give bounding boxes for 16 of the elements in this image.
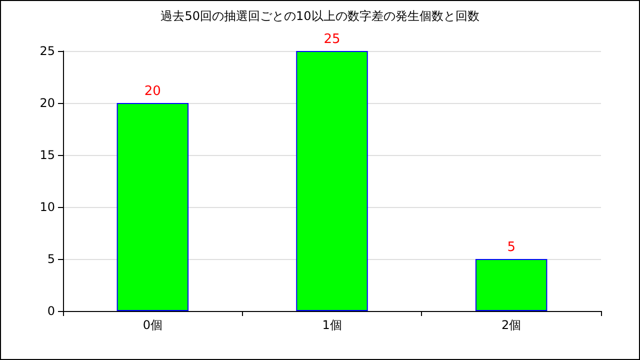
y-tick-label: 25 xyxy=(40,44,55,58)
data-label: 20 xyxy=(144,84,161,99)
bar xyxy=(475,259,548,311)
bar xyxy=(116,103,189,311)
x-tick-label: 0個 xyxy=(142,318,162,332)
data-label: 5 xyxy=(507,240,516,255)
x-tick-label: 1個 xyxy=(322,318,342,332)
y-tick-label: 0 xyxy=(47,304,55,318)
y-tick-label: 10 xyxy=(40,200,55,214)
y-tick-label: 15 xyxy=(40,148,55,162)
y-tick-label: 20 xyxy=(40,96,55,110)
y-tick-label: 5 xyxy=(47,252,55,266)
x-tick-label: 2個 xyxy=(502,318,522,332)
chart-title: 過去50回の抽選回ごとの10以上の数字差の発生個数と回数 xyxy=(160,9,480,23)
data-label: 25 xyxy=(324,32,340,47)
bar xyxy=(296,51,368,311)
